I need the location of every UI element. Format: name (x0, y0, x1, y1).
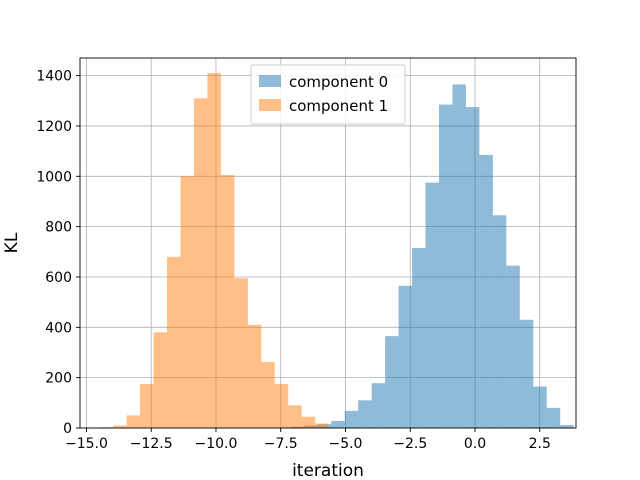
x-tick-label: −10.0 (195, 436, 238, 452)
x-tick-label: −2.5 (393, 436, 427, 452)
histogram-bar-series-1 (167, 256, 181, 428)
y-tick-label: 400 (45, 320, 72, 336)
legend-swatch-component-1 (259, 99, 281, 111)
y-tick-label: 1000 (36, 169, 72, 185)
x-tick-label: −12.5 (130, 436, 173, 452)
histogram-bar-series-1 (301, 416, 316, 428)
histogram-bar-series-1 (140, 383, 154, 428)
histogram-bar-series-1 (193, 98, 208, 429)
histogram-bar-series-0 (479, 154, 493, 428)
x-tick-label: −7.5 (264, 436, 298, 452)
histogram-bar-series-1 (261, 362, 275, 428)
histogram-bar-series-0 (398, 285, 413, 428)
legend-label-component-0: component 0 (289, 73, 388, 91)
histogram-bar-series-0 (425, 182, 439, 428)
y-tick-label: 1400 (36, 69, 72, 85)
histogram-bar-series-0 (492, 215, 507, 428)
histogram-bar-series-1 (126, 415, 141, 428)
legend-box (250, 64, 406, 125)
histogram-bar-series-0 (385, 336, 399, 428)
histogram-bar-series-0 (358, 400, 372, 428)
y-tick-label: 1200 (36, 119, 72, 135)
histogram-bar-series-1 (153, 332, 168, 428)
histogram-bar-series-0 (371, 383, 386, 428)
legend: component 0 component 1 (250, 64, 406, 125)
histogram-bar-series-1 (274, 383, 289, 428)
histogram-bar-series-0 (519, 319, 534, 428)
legend-label-component-1: component 1 (289, 97, 388, 115)
histogram-bar-series-1 (207, 73, 221, 428)
histogram-bar-series-0 (412, 248, 426, 428)
plot-frame (79, 57, 577, 429)
histogram-bar-series-1 (247, 324, 262, 428)
histogram-bar-series-0 (465, 107, 480, 428)
legend-swatch-component-0 (259, 75, 281, 87)
histogram-bar-series-0 (506, 265, 520, 428)
histogram-bar-series-1 (288, 405, 302, 428)
y-tick-label: 200 (45, 371, 72, 387)
x-tick-label: 2.5 (529, 436, 551, 452)
histogram-bars (99, 73, 574, 429)
histogram-bar-series-0 (560, 424, 574, 428)
histogram-bar-series-1 (113, 425, 127, 428)
histogram-bar-series-1 (180, 176, 194, 428)
histogram-bar-series-0 (331, 420, 345, 428)
axis-ticks: −15.0 −12.5 −10.0 −7.5 −5.0 −2.5 0.0 2.5 0 200 400… (36, 69, 551, 452)
y-tick-label: 0 (63, 421, 72, 437)
histogram-bar-series-0 (452, 84, 466, 428)
y-axis-label: KL (2, 232, 22, 253)
histogram-bar-series-0 (344, 410, 359, 428)
histogram-bar-series-0 (546, 407, 561, 428)
x-tick-label: −5.0 (328, 436, 362, 452)
x-tick-label: 0.0 (464, 436, 486, 452)
histogram-bar-series-0 (438, 104, 453, 428)
histogram-bar-series-1 (220, 175, 235, 428)
histogram-bar-series-1 (234, 278, 248, 428)
x-axis-label: iteration (292, 461, 364, 480)
y-tick-label: 600 (45, 270, 72, 286)
x-tick-label: −15.0 (65, 436, 108, 452)
histogram-bar-series-0 (533, 386, 547, 428)
y-tick-label: 800 (45, 220, 72, 236)
histogram-bar-series-1 (315, 423, 329, 428)
